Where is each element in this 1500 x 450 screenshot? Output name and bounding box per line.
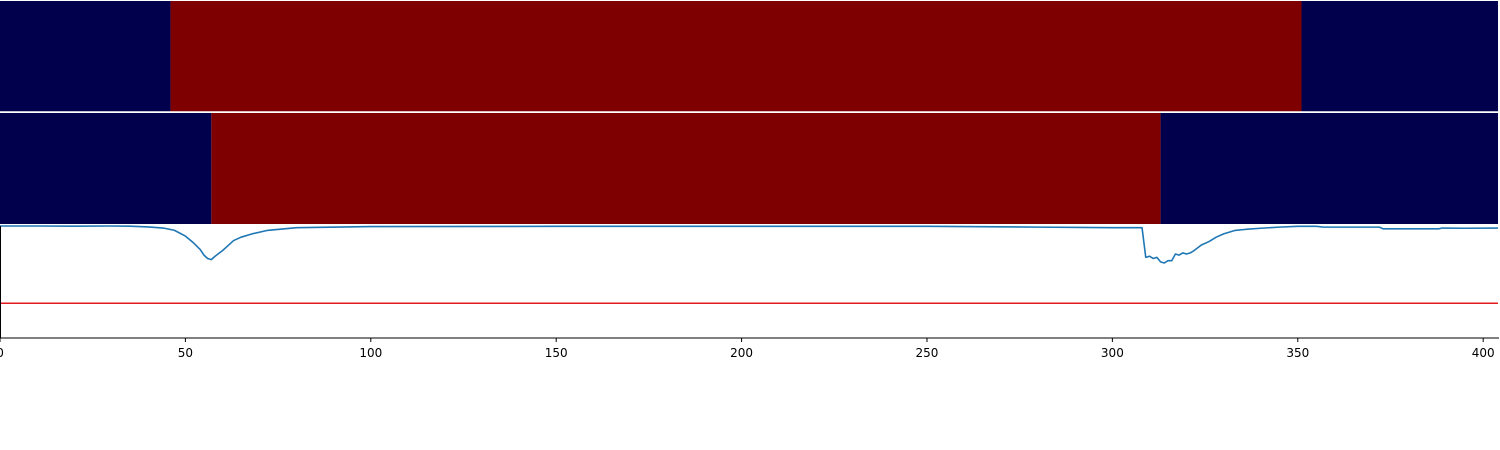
x-tick-label-250: 250: [916, 346, 939, 360]
label-row-2: [0, 113, 1498, 224]
x-tick-label-200: 200: [730, 346, 753, 360]
x-ticks: 0 50 100 150 200 250 300 350 400: [0, 338, 1495, 360]
segment-segment-2: [211, 113, 1161, 224]
x-tick-label-0: 0: [0, 346, 4, 360]
x-tick-label-100: 100: [359, 346, 382, 360]
x-tick-label-150: 150: [545, 346, 568, 360]
label-row-1: [0, 1, 1498, 112]
x-tick-label-400: 400: [1472, 346, 1495, 360]
x-tick-label-50: 50: [178, 346, 193, 360]
axes: [0, 226, 1499, 339]
line-panel: [0, 225, 1499, 305]
segment-background-3: [1160, 113, 1498, 224]
x-tick-label-300: 300: [1101, 346, 1124, 360]
segment-segment-2: [170, 1, 1302, 112]
label-rows: [0, 1, 1498, 224]
segment-background-3: [1301, 1, 1498, 112]
segment-background-1: [0, 113, 212, 224]
segment-background-1: [0, 1, 171, 112]
x-tick-label-350: 350: [1286, 346, 1309, 360]
series-line: [0, 225, 1499, 264]
